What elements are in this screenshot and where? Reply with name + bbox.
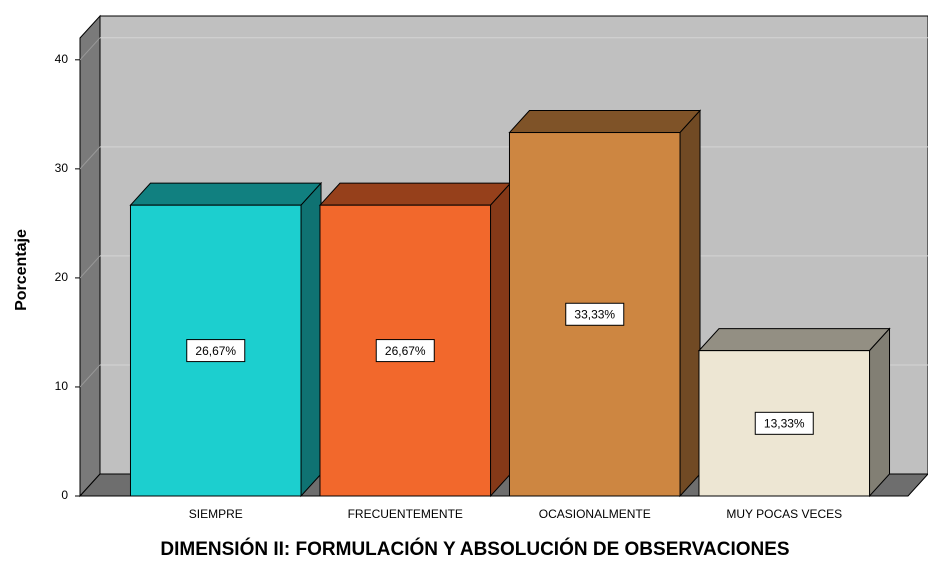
y-tick-label: 30: [55, 161, 69, 175]
bar-side: [679, 109, 701, 498]
bar-side: [869, 327, 891, 498]
y-tick-label: 10: [55, 379, 69, 393]
bar-top: [508, 110, 702, 134]
y-axis-label: Porcentaje: [13, 229, 30, 311]
bar-side: [490, 181, 512, 498]
value-label: 13,33%: [764, 416, 805, 430]
x-tick-label: SIEMPRE: [189, 507, 243, 521]
bar-top: [129, 182, 323, 206]
grid-line: [79, 37, 101, 61]
x-tick-label: FRECUENTEMENTE: [348, 507, 463, 521]
value-label-box: [565, 302, 625, 326]
bar-top: [697, 328, 891, 352]
x-tick-label: OCASIONALMENTE: [539, 507, 651, 521]
value-label-box: [754, 411, 814, 435]
y-tick-label: 20: [55, 270, 69, 284]
x-tick-label: MUY POCAS VECES: [726, 507, 842, 521]
value-label: 33,33%: [574, 307, 615, 321]
value-label: 26,67%: [385, 344, 426, 358]
grid-line: [79, 364, 101, 388]
y-tick-label: 40: [55, 52, 69, 66]
value-label-box: [375, 339, 435, 363]
grid-line: [79, 146, 101, 170]
grid-line: [79, 255, 101, 279]
value-label: 26,67%: [195, 344, 236, 358]
y-tick-label: 0: [61, 488, 68, 502]
bar-top: [318, 182, 512, 206]
chart-title: DIMENSIÓN II: FORMULACIÓN Y ABSOLUCIÓN D…: [160, 538, 789, 560]
bar-side: [300, 181, 322, 498]
left-wall: [79, 14, 101, 498]
value-label-box: [186, 339, 246, 363]
